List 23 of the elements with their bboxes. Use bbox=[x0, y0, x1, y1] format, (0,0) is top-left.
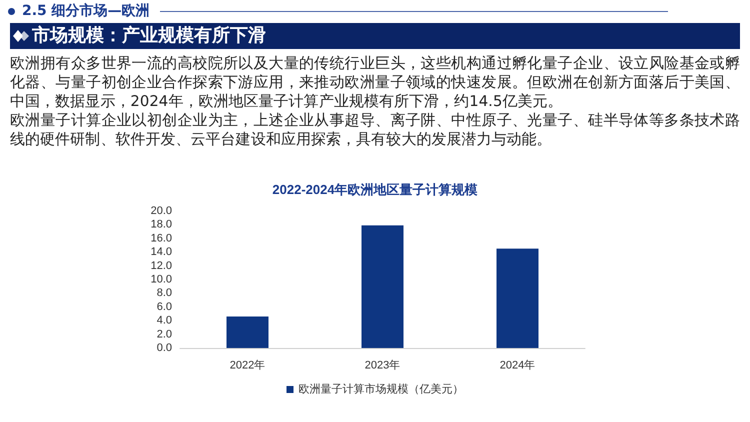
y-tick-label: 2.0 bbox=[156, 328, 172, 340]
chart-title: 2022-2024年欧洲地区量子计算规模 bbox=[272, 182, 478, 197]
bar bbox=[496, 248, 538, 348]
text: 欧洲量子计算企业以初创企业为主，上述企业从事超导、离子阱、中性原子、光量子、硅半导体等多条技术路线的硬件研制、软件开发、云平台建设和应用探索，具有较大的发展潜力与动能。 bbox=[10, 111, 740, 149]
x-tick-label: 2022年 bbox=[230, 360, 266, 372]
y-tick-label: 18.0 bbox=[150, 218, 172, 231]
text: 2.5 细分市场—欧洲 bbox=[22, 3, 150, 20]
legend-label: 欧洲量子计算市场规模（亿美元） bbox=[298, 382, 464, 396]
text: 市场规模：产业规模有所下滑 bbox=[32, 24, 266, 48]
bar bbox=[226, 316, 268, 348]
x-tick-label: 2023年 bbox=[364, 360, 400, 372]
y-tick-label: 12.0 bbox=[150, 260, 172, 272]
y-tick-label: 0.0 bbox=[156, 342, 172, 354]
text: 欧洲拥有众多世界一流的高校院所以及大量的传统行业巨头，这些机构通过孵化量子企业、设立风险基金或孵化器、与量子初创企业合作探索下游应用，来推动欧洲量子领域的快速发展。但欧洲在创新方面落后于美国、中国，数据显示，2024年，欧洲地区量子计算产业规模有所下滑，约14.5亿美元。 bbox=[10, 54, 740, 111]
x-tick-label: 2024年 bbox=[500, 360, 536, 372]
y-tick-label: 8.0 bbox=[156, 287, 172, 300]
y-tick-label: 10.0 bbox=[150, 274, 172, 286]
y-tick-label: 6.0 bbox=[156, 300, 172, 313]
y-tick-label: 16.0 bbox=[150, 232, 172, 244]
bar bbox=[362, 225, 404, 348]
y-tick-label: 14.0 bbox=[150, 246, 172, 258]
y-tick-label: 20.0 bbox=[150, 205, 172, 217]
y-tick-label: 4.0 bbox=[156, 314, 172, 327]
